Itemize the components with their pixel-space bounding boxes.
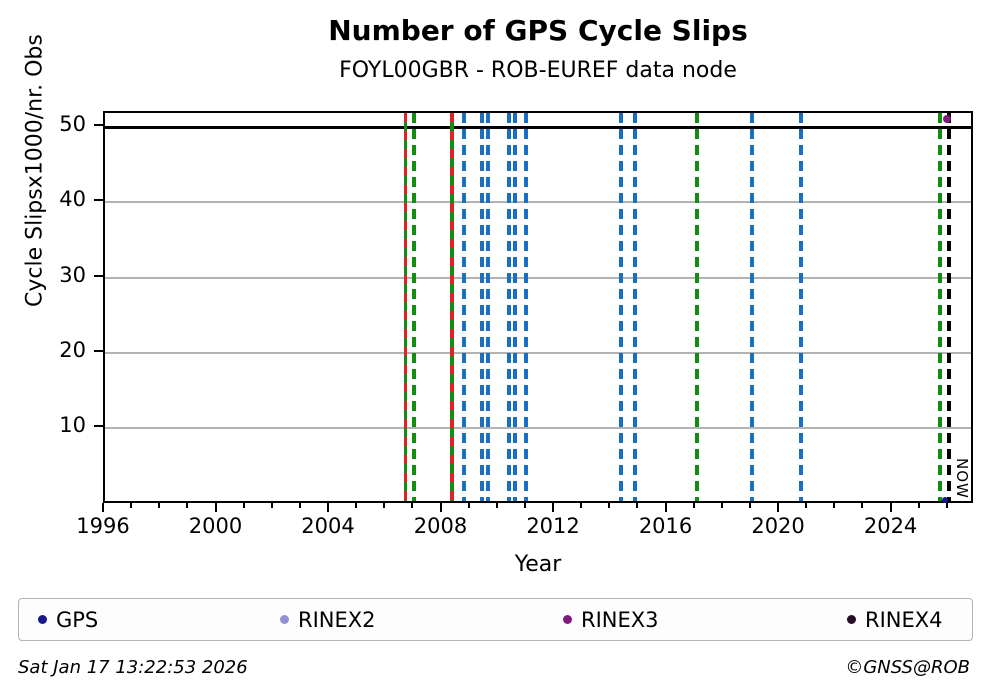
y-tick-label: 30 [59,262,86,287]
data-point-gps [942,496,949,503]
y-tick [94,124,103,126]
x-tick-major [777,503,780,512]
y-tick [94,274,103,277]
legend-marker-icon [280,615,289,624]
legend-item-rinex4: RINEX4 [847,609,943,631]
x-tick-minor [495,503,498,508]
event-line-blue_dash [798,113,803,501]
x-tick-major [664,503,667,512]
event-line-blue_dash [749,113,754,501]
y-tick [94,425,103,428]
x-tick-minor [242,503,245,508]
grid-line [105,352,971,355]
y-tick-label: 50 [59,112,86,136]
x-tick-major [889,503,892,512]
x-tick-minor [805,503,808,508]
x-tick-minor [523,503,526,508]
event-line-green_dash [412,113,417,501]
legend-marker-icon [38,615,47,624]
x-tick-minor [298,503,301,508]
x-tick-label: 2012 [526,514,580,538]
legend-label: RINEX4 [865,607,943,632]
event-line-blue_dash [633,113,638,501]
x-tick-minor [720,503,723,508]
x-tick-major [102,503,104,512]
x-tick-label: 2000 [188,514,243,538]
plot-area: NOW [103,111,973,503]
x-tick-minor [186,503,189,508]
legend-label: GPS [56,607,99,632]
x-tick-label: 2008 [413,514,468,538]
x-tick-minor [270,503,273,508]
x-tick-minor [945,503,948,508]
x-tick-major [439,503,442,512]
y-tick-label: 10 [59,413,86,438]
event-line-blue_dash [462,113,467,501]
x-tick-minor [467,503,470,508]
event-line-blue_dash [512,113,517,501]
now-line [947,113,951,501]
event-line-blue_dash [480,113,485,501]
x-tick-minor [383,503,386,508]
x-tick-major [327,503,330,512]
y-tick [94,350,103,353]
x-tick-label: 2004 [301,514,355,538]
x-tick-minor [833,503,836,508]
x-tick-major [552,503,555,512]
x-tick-label: 1996 [76,514,130,538]
x-tick-label: 2016 [638,514,693,538]
footer-credit: ©GNSS@ROB [845,657,970,678]
x-tick-label: 2020 [751,514,805,538]
y-tick [94,199,103,202]
x-tick-minor [158,503,161,508]
legend-marker-icon [847,615,856,624]
legend-item-gps: GPS [38,609,98,631]
x-tick-minor [748,503,751,508]
legend-item-rinex2: RINEX2 [280,609,376,631]
grid-line [105,276,971,279]
x-tick-minor [355,503,358,508]
x-tick-minor [692,503,695,508]
event-line-green_red [450,113,454,501]
event-line-blue_dash [506,113,511,501]
x-tick-major [214,503,217,512]
event-line-green_dash [938,113,943,501]
grid-line [105,427,971,430]
x-tick-label: 2024 [863,514,918,538]
x-tick-minor [917,503,920,508]
legend-label: RINEX2 [298,607,376,632]
x-tick-minor [861,503,864,508]
x-axis-label: Year [514,552,562,577]
x-tick-minor [411,503,414,508]
footer-timestamp: Sat Jan 17 13:22:53 2026 [18,657,248,678]
x-tick-minor [130,503,133,508]
now-label: NOW [952,458,971,499]
legend-marker-icon [563,615,572,624]
legend-item-rinex3: RINEX3 [563,609,659,631]
clip-line-50 [105,125,971,129]
legend-label: RINEX3 [581,607,659,632]
page-title: Number of GPS Cycle Slips [328,14,748,47]
x-tick-minor [580,503,583,508]
event-line-blue_dash [485,113,490,501]
event-line-green_dash [695,113,700,501]
y-tick-label: 40 [59,187,86,212]
y-tick-label: 20 [59,338,86,363]
x-tick-minor [636,503,639,508]
event-line-green_red [403,113,408,501]
data-point-rinex3 [942,114,951,123]
page-subtitle: FOYL00GBR - ROB-EUREF data node [339,58,737,83]
event-line-blue_dash [523,113,528,501]
grid-line [105,201,971,204]
legend-box: GPS RINEX2 RINEX3 RINEX4 [18,598,973,641]
x-tick-minor [608,503,611,508]
event-line-blue_dash [619,113,624,501]
